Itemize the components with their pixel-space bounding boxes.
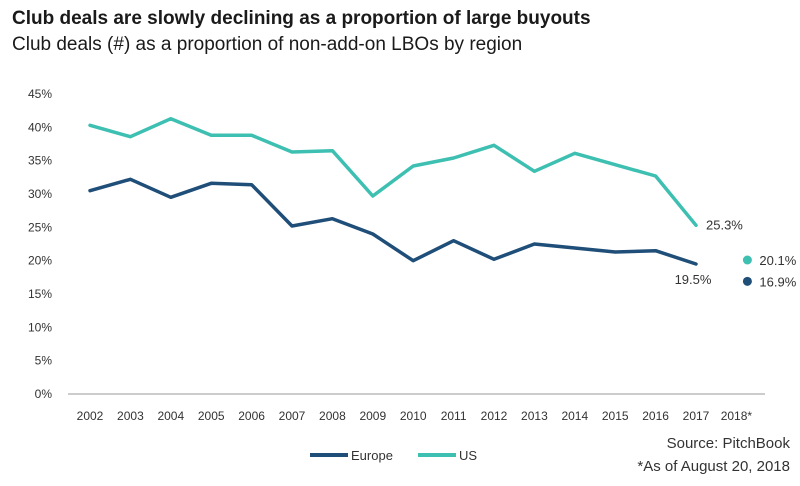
y-tick-label: 20% — [28, 254, 52, 268]
x-tick-label: 2003 — [117, 409, 144, 423]
x-tick-label: 2015 — [602, 409, 629, 423]
x-tick-label: 2004 — [157, 409, 184, 423]
x-tick-label: 2008 — [319, 409, 346, 423]
x-tick-label: 2011 — [441, 409, 467, 423]
legend-europe-label: Europe — [351, 448, 393, 463]
series-line-europe — [88, 177, 698, 266]
y-tick-label: 40% — [28, 120, 52, 134]
source-note: Source: PitchBook — [666, 435, 790, 452]
date-footnote: *As of August 20, 2018 — [637, 458, 790, 475]
x-tick-label: 2013 — [521, 409, 548, 423]
y-tick-label: 0% — [35, 387, 53, 401]
x-tick-label: 2018* — [721, 409, 753, 423]
y-tick-label: 25% — [28, 220, 52, 234]
point-2018-europe — [742, 276, 752, 286]
data-label-europe: 19.5% — [675, 272, 712, 287]
y-tick-label: 35% — [28, 154, 52, 168]
x-tick-label: 2007 — [279, 409, 306, 423]
y-tick-label: 45% — [28, 87, 52, 101]
y-tick-label: 15% — [28, 287, 52, 301]
x-tick-label: 2002 — [77, 409, 104, 423]
y-tick-label: 30% — [28, 187, 52, 201]
y-tick-label: 5% — [35, 354, 53, 368]
legend-us-label: US — [459, 448, 477, 463]
x-tick-label: 2014 — [561, 409, 588, 423]
point-2018-us — [742, 255, 752, 265]
x-tick-label: 2010 — [400, 409, 427, 423]
point-label-2018-europe: 16.9% — [759, 274, 796, 289]
x-tick-label: 2009 — [359, 409, 386, 423]
x-tick-label: 2006 — [238, 409, 265, 423]
data-label-us: 25.3% — [706, 217, 743, 232]
x-tick-label: 2016 — [642, 409, 669, 423]
x-tick-label: 2005 — [198, 409, 225, 423]
x-tick-label: 2017 — [683, 409, 710, 423]
point-label-2018-us: 20.1% — [759, 253, 796, 268]
x-tick-label: 2012 — [481, 409, 508, 423]
chart-title: Club deals are slowly declining as a pro… — [12, 8, 591, 29]
y-tick-label: 10% — [28, 320, 52, 334]
chart-subtitle: Club deals (#) as a proportion of non-ad… — [12, 34, 523, 55]
series-line-us — [88, 116, 698, 228]
